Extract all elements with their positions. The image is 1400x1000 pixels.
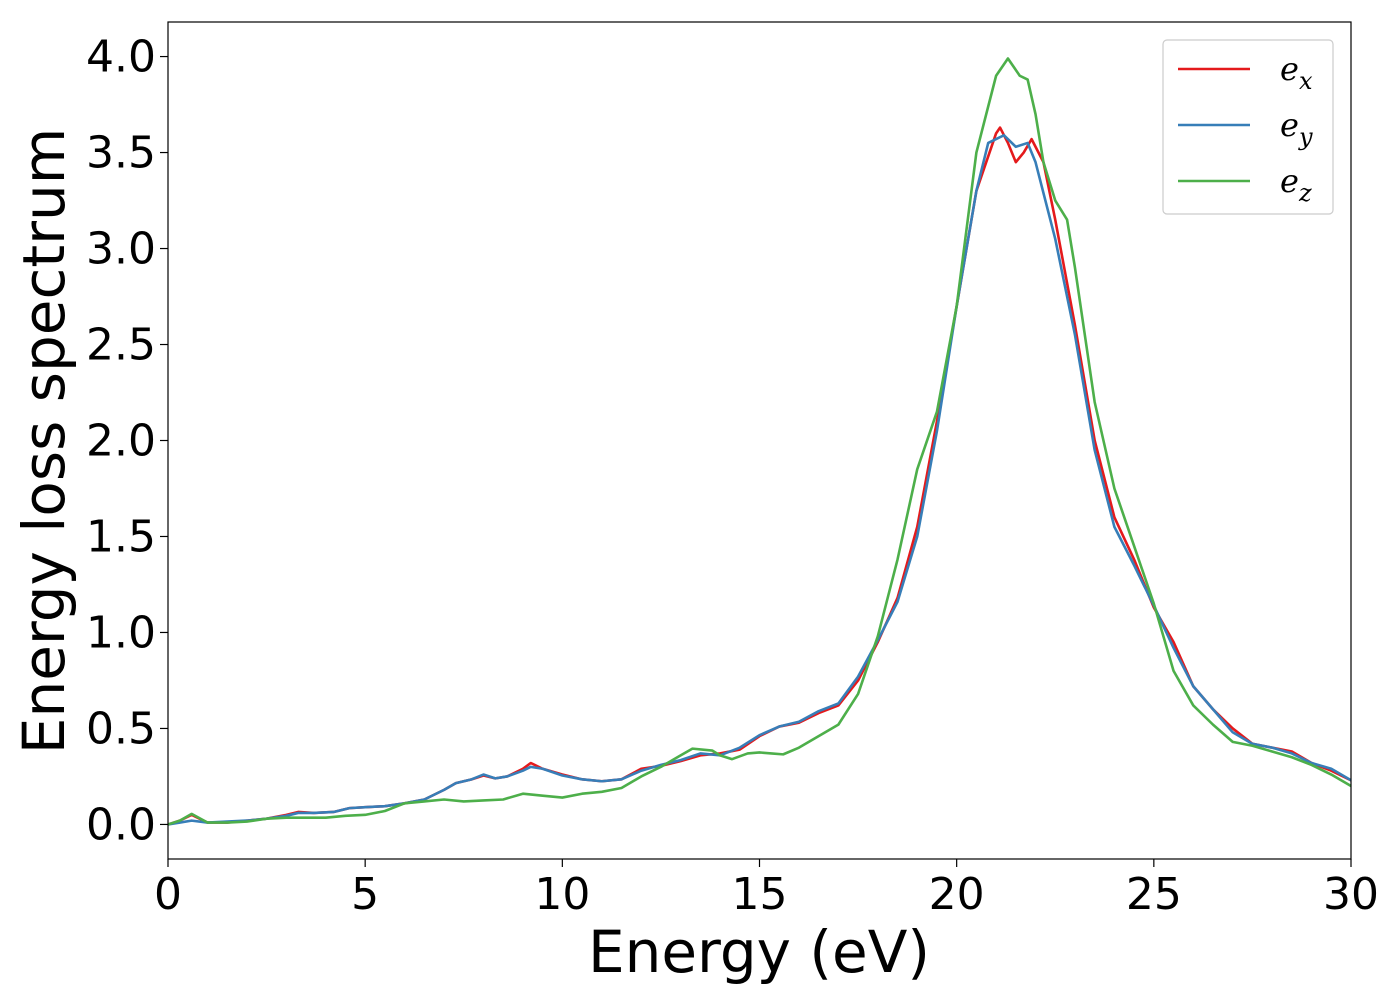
- y-tick-label: 1.0: [86, 607, 156, 658]
- x-tick-label: 5: [351, 869, 379, 920]
- y-tick-label: 0.0: [86, 799, 156, 850]
- y-tick-label: 3.5: [86, 128, 156, 179]
- x-tick-label: 20: [929, 869, 985, 920]
- legend-label-subscript: y: [1298, 123, 1313, 151]
- legend-label-main: e: [1280, 106, 1299, 144]
- x-tick-label: 25: [1126, 869, 1182, 920]
- legend-label-e-y: ey: [1280, 106, 1313, 151]
- y-tick-label: 0.5: [86, 703, 156, 754]
- y-tick-label: 1.5: [86, 511, 156, 562]
- y-axis: 0.0 0.5 1.0 1.5 2.0 2.5 3.0 3.5 4.0: [86, 32, 168, 850]
- x-axis-title: Energy (eV): [588, 918, 930, 986]
- series-line-e-z: [168, 57, 1351, 826]
- legend-label-main: e: [1280, 50, 1299, 88]
- legend-label-e-z: ez: [1280, 162, 1312, 207]
- x-tick-label: 30: [1323, 869, 1379, 920]
- legend-label-main: e: [1280, 162, 1299, 200]
- legend-label-e-x: ex: [1280, 50, 1313, 95]
- series-group: [168, 57, 1351, 826]
- y-tick-label: 3.0: [86, 224, 156, 275]
- y-tick-label: 4.0: [86, 32, 156, 83]
- y-axis-title: Energy loss spectrum: [10, 128, 78, 754]
- x-axis: 0 5 10 15 20 25 30: [154, 859, 1379, 920]
- x-tick-label: 0: [154, 869, 182, 920]
- legend-label-subscript: z: [1298, 179, 1312, 207]
- x-tick-label: 10: [534, 869, 590, 920]
- x-tick-label: 15: [732, 869, 788, 920]
- legend-label-subscript: x: [1299, 67, 1313, 95]
- legend-box: [1162, 39, 1334, 215]
- series-line-e-y: [168, 133, 1351, 826]
- y-tick-label: 2.0: [86, 416, 156, 467]
- y-tick-label: 2.5: [86, 320, 156, 371]
